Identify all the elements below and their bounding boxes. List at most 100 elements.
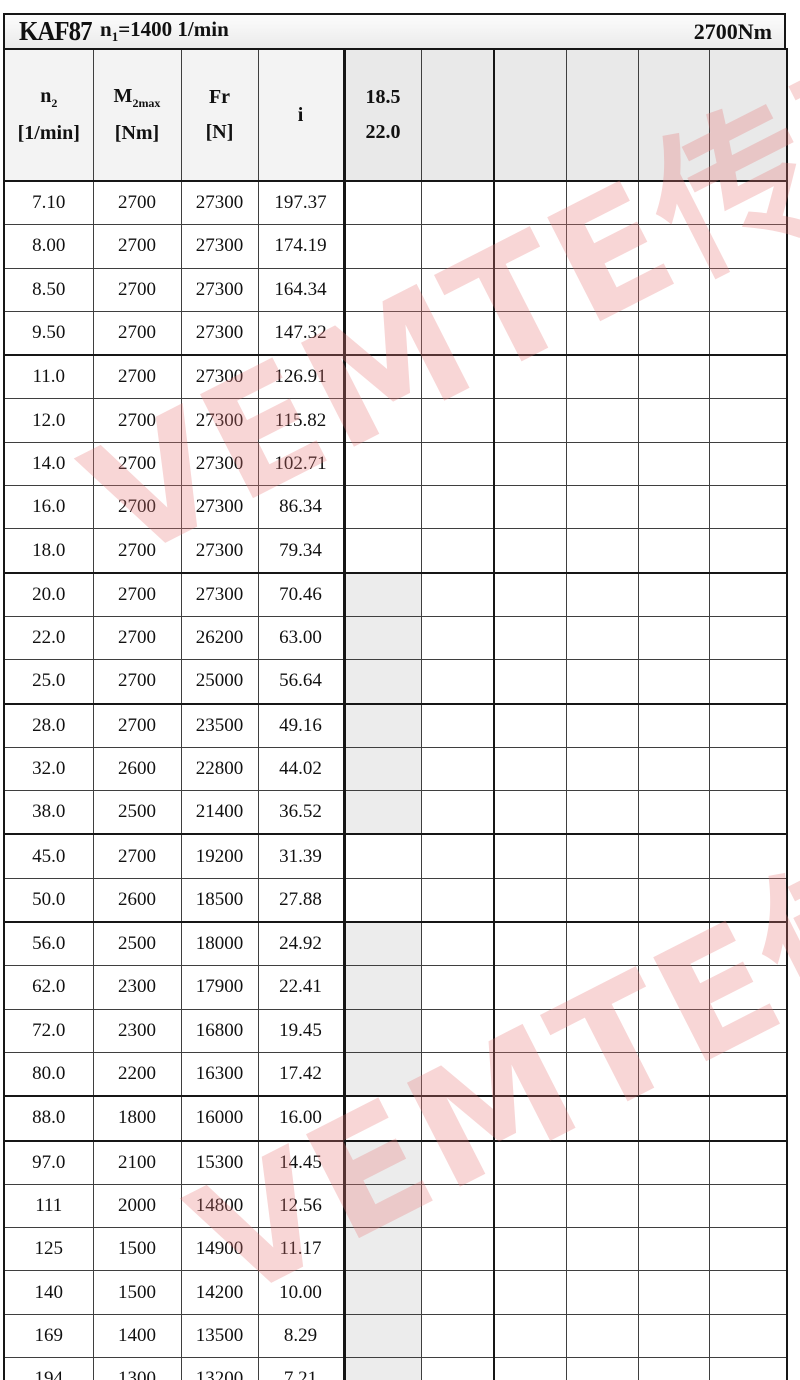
cell-i: 22.41 xyxy=(257,965,346,1010)
table-row: 18.0 2700 27300 79.34 xyxy=(3,528,788,574)
cell-m2max: 2600 xyxy=(92,877,182,924)
cell-fr: 27300 xyxy=(180,485,259,530)
cell-empty-2 xyxy=(493,1095,567,1142)
cell-empty-5 xyxy=(708,398,788,443)
cell-ratio-band xyxy=(343,615,422,661)
cell-empty-5 xyxy=(708,1313,788,1359)
cell-ratio-band xyxy=(343,1008,422,1053)
cell-fr: 27300 xyxy=(180,310,259,357)
cell-m2max: 2500 xyxy=(92,790,182,836)
cell-empty-5 xyxy=(708,441,788,487)
cell-empty-2 xyxy=(493,1270,567,1315)
cell-n2: 25.0 xyxy=(3,659,94,705)
cell-n2: 50.0 xyxy=(3,877,94,924)
table-row: 20.0 2700 27300 70.46 xyxy=(3,572,788,617)
cell-empty-1 xyxy=(420,1008,495,1053)
col-header-fr: Fr [N] xyxy=(180,48,259,182)
cell-empty-2 xyxy=(493,441,567,487)
cell-empty-2 xyxy=(493,746,567,792)
cell-m2max: 1300 xyxy=(92,1357,182,1380)
cell-i: 31.39 xyxy=(257,833,346,879)
cell-n2: 22.0 xyxy=(3,615,94,661)
cell-empty-3 xyxy=(565,441,639,487)
col-header-empty-2 xyxy=(493,48,567,182)
cell-empty-2 xyxy=(493,833,567,879)
cell-empty-5 xyxy=(708,267,788,312)
cell-n2: 9.50 xyxy=(3,310,94,357)
cell-m2max: 2000 xyxy=(92,1183,182,1229)
cell-ratio-band xyxy=(343,528,422,574)
col-header-fr-symbol: Fr xyxy=(208,86,231,108)
cell-ratio-band xyxy=(343,310,422,357)
cell-empty-3 xyxy=(565,833,639,879)
cell-empty-1 xyxy=(420,703,495,748)
cell-empty-2 xyxy=(493,1313,567,1359)
table-row: 56.0 2500 18000 24.92 xyxy=(3,921,788,967)
cell-m2max: 2700 xyxy=(92,572,182,617)
cell-empty-3 xyxy=(565,965,639,1010)
ratio-band-value-2: 22.0 xyxy=(365,121,401,143)
cell-fr: 22800 xyxy=(180,746,259,792)
cell-i: 10.00 xyxy=(257,1270,346,1315)
cell-empty-1 xyxy=(420,790,495,836)
col-header-i-symbol: i xyxy=(297,103,304,126)
cell-fr: 14800 xyxy=(180,1183,259,1229)
cell-empty-1 xyxy=(420,1095,495,1142)
cell-empty-5 xyxy=(708,1051,788,1098)
cell-empty-5 xyxy=(708,1008,788,1053)
col-header-empty-4 xyxy=(637,48,710,182)
cell-i: 56.64 xyxy=(257,659,346,705)
cell-empty-2 xyxy=(493,877,567,924)
cell-empty-4 xyxy=(637,790,710,836)
cell-m2max: 2500 xyxy=(92,921,182,967)
cell-empty-4 xyxy=(637,180,710,226)
model-code: KAF87 xyxy=(19,16,93,46)
cell-m2max: 1500 xyxy=(92,1227,182,1272)
col-header-i: i xyxy=(257,48,346,182)
cell-fr: 27300 xyxy=(180,572,259,617)
cell-m2max: 2700 xyxy=(92,833,182,879)
cell-empty-5 xyxy=(708,1357,788,1380)
cell-m2max: 2300 xyxy=(92,1008,182,1053)
cell-empty-5 xyxy=(708,877,788,924)
table-row: 38.0 2500 21400 36.52 xyxy=(3,790,788,836)
cell-empty-1 xyxy=(420,659,495,705)
cell-empty-3 xyxy=(565,659,639,705)
cell-empty-3 xyxy=(565,1008,639,1053)
cell-empty-3 xyxy=(565,1183,639,1229)
cell-ratio-band xyxy=(343,746,422,792)
table-row: 62.0 2300 17900 22.41 xyxy=(3,965,788,1010)
cell-empty-4 xyxy=(637,659,710,705)
table-row: 28.0 2700 23500 49.16 xyxy=(3,703,788,748)
table-row: 45.0 2700 19200 31.39 xyxy=(3,833,788,879)
cell-m2max: 1800 xyxy=(92,1095,182,1142)
cell-empty-2 xyxy=(493,354,567,400)
cell-empty-2 xyxy=(493,1051,567,1098)
cell-i: 197.37 xyxy=(257,180,346,226)
cell-i: 36.52 xyxy=(257,790,346,836)
cell-n2: 16.0 xyxy=(3,485,94,530)
cell-ratio-band xyxy=(343,180,422,226)
cell-empty-5 xyxy=(708,224,788,269)
col-header-m2max: M2max [Nm] xyxy=(92,48,182,182)
cell-empty-2 xyxy=(493,310,567,357)
cell-empty-4 xyxy=(637,965,710,1010)
cell-m2max: 2700 xyxy=(92,354,182,400)
cell-empty-5 xyxy=(708,1270,788,1315)
cell-n2: 12.0 xyxy=(3,398,94,443)
cell-n2: 194 xyxy=(3,1357,94,1380)
cell-empty-4 xyxy=(637,1357,710,1380)
cell-empty-3 xyxy=(565,615,639,661)
spec-table: n2 [1/min] M2max [Nm] Fr [N] xyxy=(3,48,788,1380)
cell-ratio-band xyxy=(343,1095,422,1142)
cell-i: 19.45 xyxy=(257,1008,346,1053)
cell-fr: 13200 xyxy=(180,1357,259,1380)
cell-i: 44.02 xyxy=(257,746,346,792)
cell-empty-4 xyxy=(637,310,710,357)
cell-n2: 169 xyxy=(3,1313,94,1359)
cell-n2: 28.0 xyxy=(3,703,94,748)
cell-empty-4 xyxy=(637,921,710,967)
max-torque: 2700Nm xyxy=(693,18,772,44)
input-speed-symbol: n xyxy=(100,17,112,42)
